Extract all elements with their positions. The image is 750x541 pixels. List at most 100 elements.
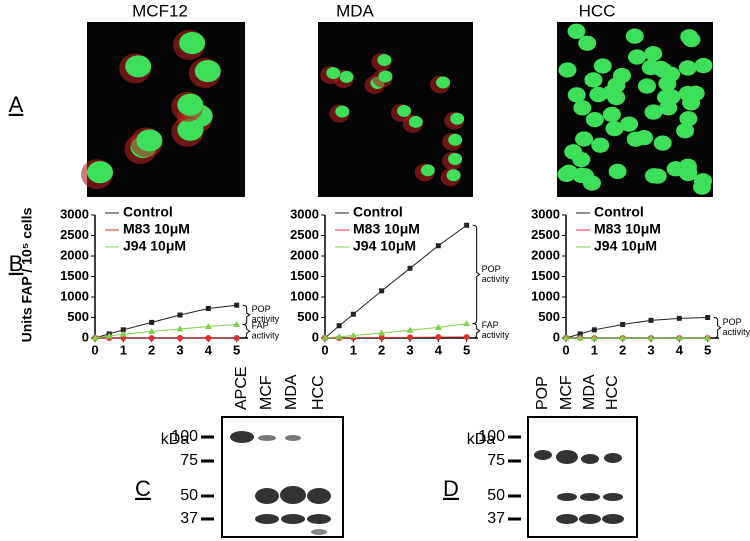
- y-tick-label: 1000: [60, 288, 89, 303]
- cell-nucleus: [377, 54, 392, 67]
- point: [675, 334, 683, 341]
- x-tick-label: 5: [704, 342, 711, 357]
- micrograph: [87, 22, 245, 197]
- x-tick-label: 4: [676, 342, 684, 357]
- annotation: FAP: [252, 321, 269, 331]
- cell-nucleus: [657, 89, 676, 106]
- point: [463, 320, 471, 327]
- x-tick-label: 0: [91, 342, 98, 357]
- cell-nucleus: [628, 49, 647, 65]
- y-tick-label: 3000: [531, 206, 560, 221]
- cell-nucleus: [680, 29, 699, 45]
- x-tick-label: 3: [176, 342, 183, 357]
- y-tick-label: 500: [297, 309, 319, 324]
- annotation: activity: [252, 314, 280, 324]
- legend-label: J94 10μM: [353, 238, 416, 254]
- x-tick-label: 1: [350, 342, 357, 357]
- marker-label: 100: [478, 428, 505, 445]
- series-line: [94, 323, 237, 339]
- legend-label: Control: [594, 204, 644, 220]
- point: [204, 323, 212, 330]
- cell-nucleus: [625, 28, 644, 44]
- marker-label: 75: [487, 452, 505, 469]
- point: [234, 302, 240, 308]
- cell-nucleus: [679, 111, 698, 127]
- cell-nucleus: [653, 135, 672, 151]
- cell-nucleus: [194, 60, 221, 83]
- cell-nucleus: [339, 70, 354, 83]
- x-tick-label: 3: [406, 342, 413, 357]
- marker-label: 37: [180, 510, 198, 527]
- point: [647, 334, 655, 341]
- point: [576, 334, 584, 341]
- cell-nucleus: [125, 55, 152, 78]
- annotation: POP: [482, 264, 501, 274]
- panel-label: A: [9, 92, 24, 117]
- y-tick-label: 500: [538, 309, 560, 324]
- lane-label: HCC: [604, 375, 621, 410]
- panel-label: C: [135, 476, 151, 501]
- marker-label: 37: [487, 510, 505, 527]
- cell-nucleus: [612, 67, 631, 84]
- y-tick-label: 2500: [60, 227, 89, 242]
- point: [407, 334, 413, 341]
- y-tick-label: 1500: [60, 268, 89, 283]
- point: [577, 331, 583, 337]
- cell-nucleus: [450, 112, 465, 125]
- x-tick-label: 2: [619, 342, 626, 357]
- cell-nucleus: [572, 167, 591, 183]
- cell-nucleus: [578, 35, 597, 51]
- cell-nucleus: [448, 153, 463, 165]
- point: [464, 222, 470, 228]
- legend-label: M83 10μM: [353, 221, 420, 237]
- x-tick-label: 4: [205, 342, 213, 357]
- cell-nucleus: [408, 116, 423, 128]
- cell-nucleus: [658, 75, 677, 92]
- annotation: FAP: [482, 320, 499, 330]
- y-tick-label: 2500: [531, 227, 560, 242]
- cell-nucleus: [676, 123, 695, 139]
- point: [704, 334, 712, 341]
- blot-bands: [230, 431, 624, 535]
- x-tick-label: 0: [321, 342, 328, 357]
- cell-nucleus: [420, 164, 435, 177]
- point: [406, 326, 414, 333]
- cell-nucleus: [644, 168, 663, 184]
- point: [435, 243, 441, 249]
- point: [591, 327, 597, 333]
- marker-label: 100: [171, 428, 198, 445]
- legend-label: J94 10μM: [123, 238, 186, 254]
- series-line: [94, 304, 237, 339]
- point: [91, 334, 99, 341]
- kda-label: kDa: [161, 431, 190, 448]
- cell-nucleus: [335, 105, 350, 118]
- cell-nucleus: [692, 179, 711, 195]
- point: [379, 288, 385, 294]
- y-tick-label: 0: [82, 329, 89, 344]
- x-tick-label: 2: [378, 342, 385, 357]
- cell-nucleus: [584, 72, 603, 88]
- y-tick-label: 0: [312, 329, 319, 344]
- brace: [472, 323, 481, 339]
- brace: [713, 317, 722, 339]
- cell-nucleus: [378, 70, 393, 83]
- kda-label: kDa: [467, 431, 496, 448]
- point: [177, 312, 183, 318]
- point: [349, 332, 357, 339]
- point: [205, 305, 211, 311]
- legend-label: Control: [353, 204, 403, 220]
- point: [233, 320, 241, 327]
- point: [619, 334, 627, 341]
- y-axis-label: Units FAP / 10⁵ cells: [19, 207, 35, 342]
- lane-label: APCE: [233, 366, 250, 410]
- y-tick-label: 3000: [290, 206, 319, 221]
- point: [463, 333, 470, 340]
- lane-label: MDA: [581, 374, 598, 410]
- point: [590, 334, 598, 341]
- cell-nucleus: [644, 45, 663, 62]
- point: [148, 335, 155, 341]
- point: [648, 317, 654, 323]
- point: [148, 327, 156, 334]
- point: [620, 321, 626, 327]
- point: [321, 334, 329, 341]
